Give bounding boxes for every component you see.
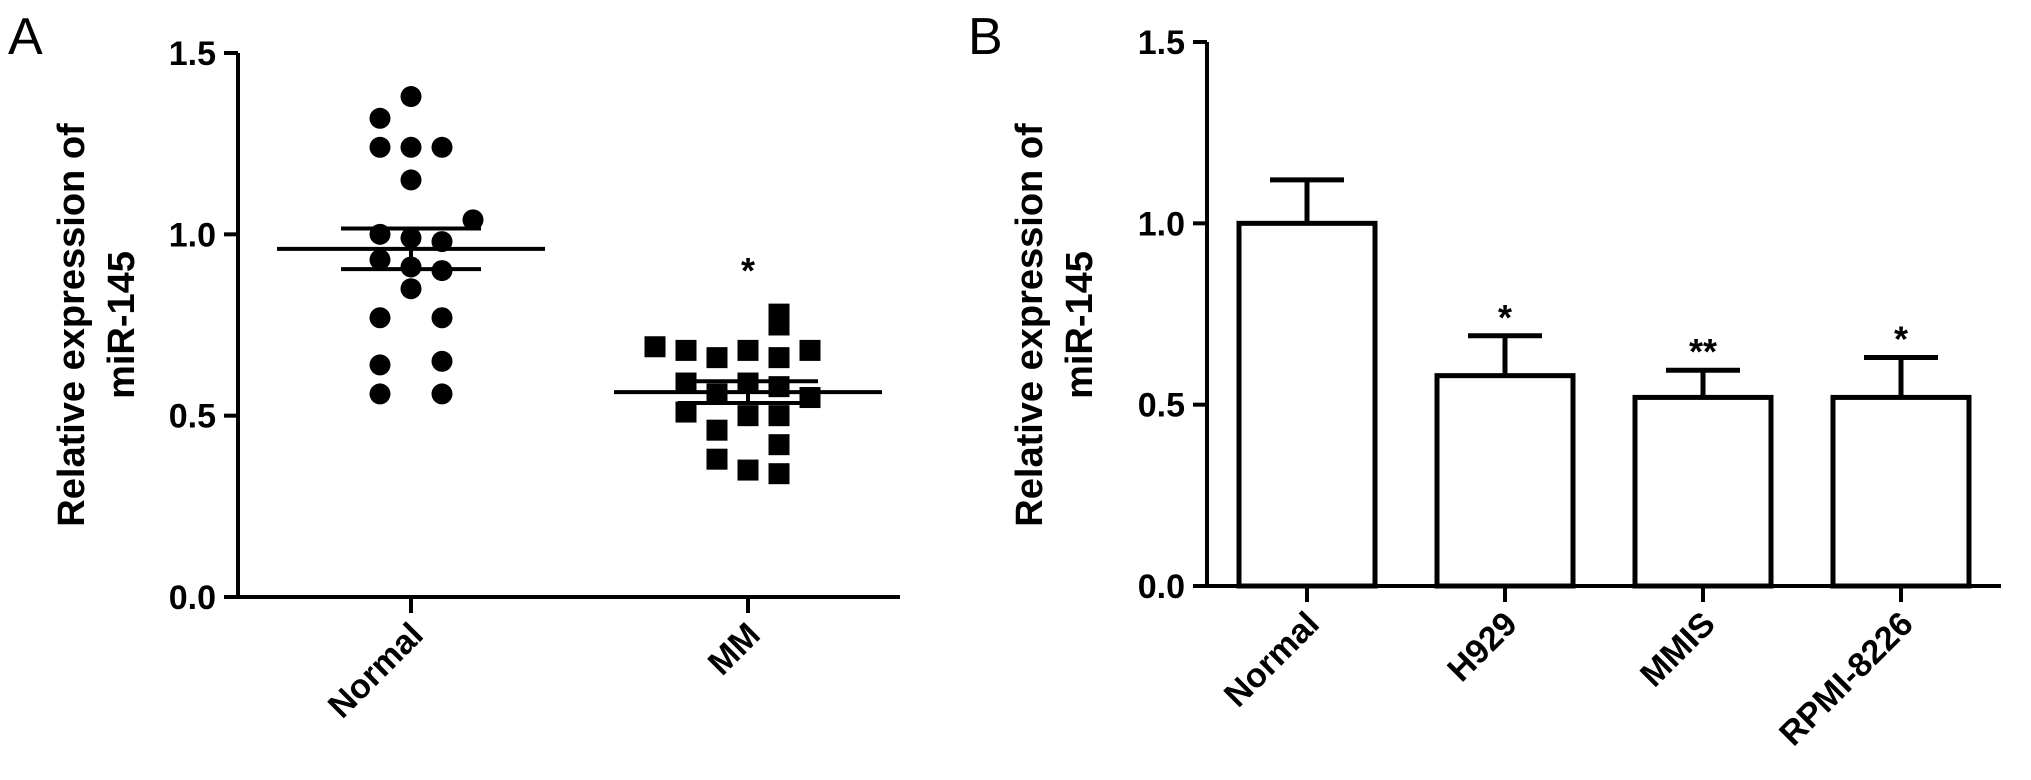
panel-a-point-normal	[400, 86, 422, 108]
panel-a-point-normal	[400, 278, 422, 300]
panel-a-y-tick-label: 0.0	[169, 579, 216, 617]
panel-b-significance-mark: *	[1894, 319, 1908, 360]
panel-a-point-mm	[737, 405, 759, 427]
panel-a-point-mm	[675, 339, 697, 361]
panel-b-bar	[1830, 394, 1972, 589]
panel-a-y-ticks: 0.0 0.5 1.0 1.5	[169, 35, 238, 617]
panel-b: B Relative expression of miR-145 0.0 0.5 1…	[968, 8, 2001, 753]
panel-a-point-mm	[799, 339, 821, 361]
panel-b-ylabel-line2: miR-145	[1059, 251, 1101, 399]
panel-a-point-normal	[431, 383, 453, 405]
panel-a-point-mm	[768, 314, 790, 336]
panel-b-bar	[1434, 373, 1576, 589]
panel-a-point-normal	[431, 350, 453, 372]
panel-b-significance: *** *	[1498, 297, 1908, 372]
panel-a-letter: A	[8, 8, 43, 66]
panel-b-y-ticks: 0.0 0.5 1.0 1.5	[1138, 24, 1207, 606]
panel-a-point-mm	[675, 401, 697, 423]
panel-a-point-normal	[369, 249, 391, 271]
panel-b-bars	[1236, 177, 1972, 589]
panel-b-letter: B	[968, 8, 1003, 66]
panel-a-point-mm	[768, 347, 790, 369]
panel-a-points	[369, 86, 821, 485]
panel-b-y-tick-label: 1.0	[1138, 205, 1185, 243]
panel-a-point-normal	[369, 383, 391, 405]
panel-a-point-mm	[737, 459, 759, 481]
panel-b-y-tick-label: 0.0	[1138, 568, 1185, 606]
panel-b-significance-mark: **	[1689, 331, 1717, 372]
panel-a-point-mm	[706, 347, 728, 369]
panel-a-x-categories: Normal MM	[321, 597, 768, 725]
panel-a-point-mm	[737, 339, 759, 361]
panel-b-bar	[1632, 394, 1774, 589]
panel-a-point-normal	[431, 136, 453, 158]
panel-a-point-mm	[768, 434, 790, 456]
panel-a-point-mm	[768, 405, 790, 427]
panel-a-x-category-label: MM	[701, 616, 768, 683]
panel-a-point-normal	[400, 136, 422, 158]
panel-a-point-normal	[400, 169, 422, 191]
panel-b-y-tick-label: 0.5	[1138, 387, 1185, 425]
panel-a-ylabel-line2: miR-145	[101, 251, 143, 399]
panel-a-point-normal	[431, 307, 453, 329]
panel-a-significance: *	[741, 250, 755, 291]
panel-b-significance-mark: *	[1498, 297, 1512, 338]
panel-b-x-category-label: MMIS	[1633, 605, 1723, 695]
panel-a-point-normal	[369, 307, 391, 329]
panel-a-mean-sem	[277, 226, 882, 405]
panel-b-ylabel-line1: Relative expression of	[1009, 123, 1051, 527]
panel-a-point-normal	[369, 354, 391, 376]
panel-b-x-category-label: H929	[1440, 605, 1524, 689]
panel-b-x-category-label: Normal	[1217, 605, 1327, 715]
panel-a: A Relative expression of miR-145 0.0 0.5 1…	[8, 8, 900, 725]
panel-b-y-tick-label: 1.5	[1138, 24, 1185, 62]
panel-a-point-normal	[431, 231, 453, 253]
panel-b-bar	[1236, 220, 1378, 589]
panel-a-x-category-label: Normal	[321, 616, 431, 726]
panel-a-y-tick-label: 0.5	[169, 398, 216, 436]
panel-a-point-normal	[462, 209, 484, 231]
panel-a-point-mm	[644, 336, 666, 358]
panel-b-x-categories: Normal H929 MMIS RPMI-8226	[1217, 586, 1921, 753]
panel-a-point-mm	[768, 463, 790, 485]
panel-a-point-mm	[706, 448, 728, 470]
panel-a-point-normal	[369, 136, 391, 158]
panel-a-point-mm	[706, 419, 728, 441]
panel-a-y-tick-label: 1.0	[169, 216, 216, 254]
panel-a-point-normal	[369, 107, 391, 129]
panel-a-significance-mark: *	[741, 250, 755, 291]
panel-b-x-category-label: RPMI-8226	[1772, 605, 1920, 753]
panel-a-ylabel-line1: Relative expression of	[51, 123, 93, 527]
panel-a-axes	[236, 53, 900, 599]
panel-a-y-tick-label: 1.5	[169, 35, 216, 73]
